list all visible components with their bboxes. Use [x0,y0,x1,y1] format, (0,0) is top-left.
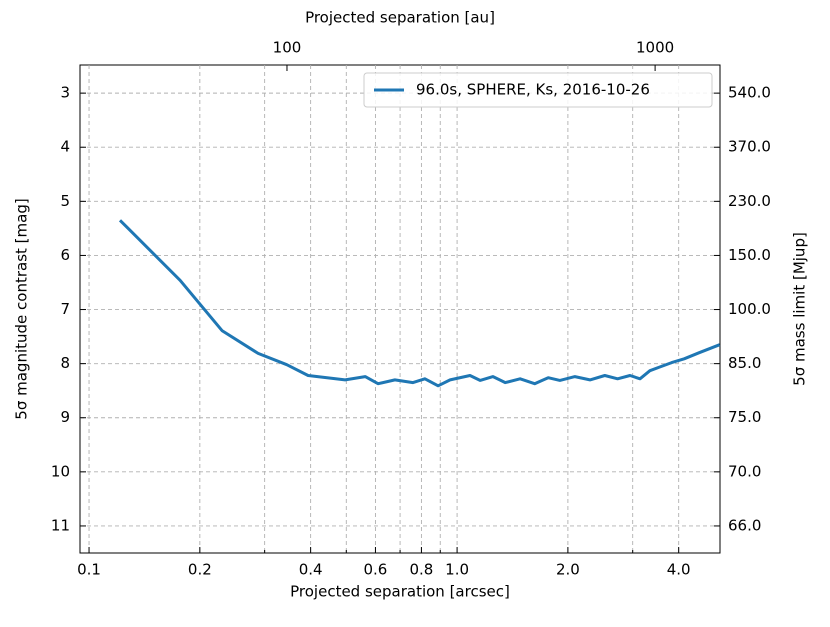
x-tick-label: 0.4 [299,561,323,579]
y-tick-label: 10 [51,462,70,480]
y-tick-label: 8 [60,354,70,372]
y-tick-label: 4 [60,138,70,156]
y2-axis-label: 5σ mass limit [Mjup] [791,232,809,386]
x-tick-label: 0.1 [77,561,101,579]
y2-tick-label: 150.0 [728,246,771,264]
y-tick-label: 11 [51,516,70,534]
y-tick-label: 5 [60,192,70,210]
x-tick-label: 0.8 [409,561,433,579]
y2-tick-label: 66.0 [728,516,761,534]
x-tick-label: 0.2 [188,561,212,579]
y2-tick-label: 540.0 [728,84,771,102]
y-tick-label: 6 [60,246,70,264]
y2-tick-label: 70.0 [728,462,761,480]
y-tick-label: 7 [60,300,70,318]
x2-axis-label: Projected separation [au] [305,9,495,27]
data-line [118,219,721,388]
y2-tick-label: 85.0 [728,354,761,372]
y2-tick-label: 370.0 [728,138,771,156]
x-tick-label: 0.6 [364,561,388,579]
x-axis-label: Projected separation [arcsec] [290,583,510,601]
y2-tick-label: 75.0 [728,408,761,426]
y-tick-label: 3 [60,84,70,102]
x2-tick-label: 100 [273,39,302,57]
y-tick-label: 9 [60,408,70,426]
y-axis-label: 5σ magnitude contrast [mag] [13,198,31,419]
legend-box [363,72,713,108]
x-tick-label: 1.0 [445,561,469,579]
x2-tick-label: 1000 [636,39,674,57]
legend-label: 96.0s, SPHERE, Ks, 2016-10-26 [416,81,650,99]
y2-tick-label: 100.0 [728,300,771,318]
y2-tick-label: 230.0 [728,192,771,210]
x-tick-label: 4.0 [667,561,691,579]
x-tick-label: 2.0 [556,561,580,579]
